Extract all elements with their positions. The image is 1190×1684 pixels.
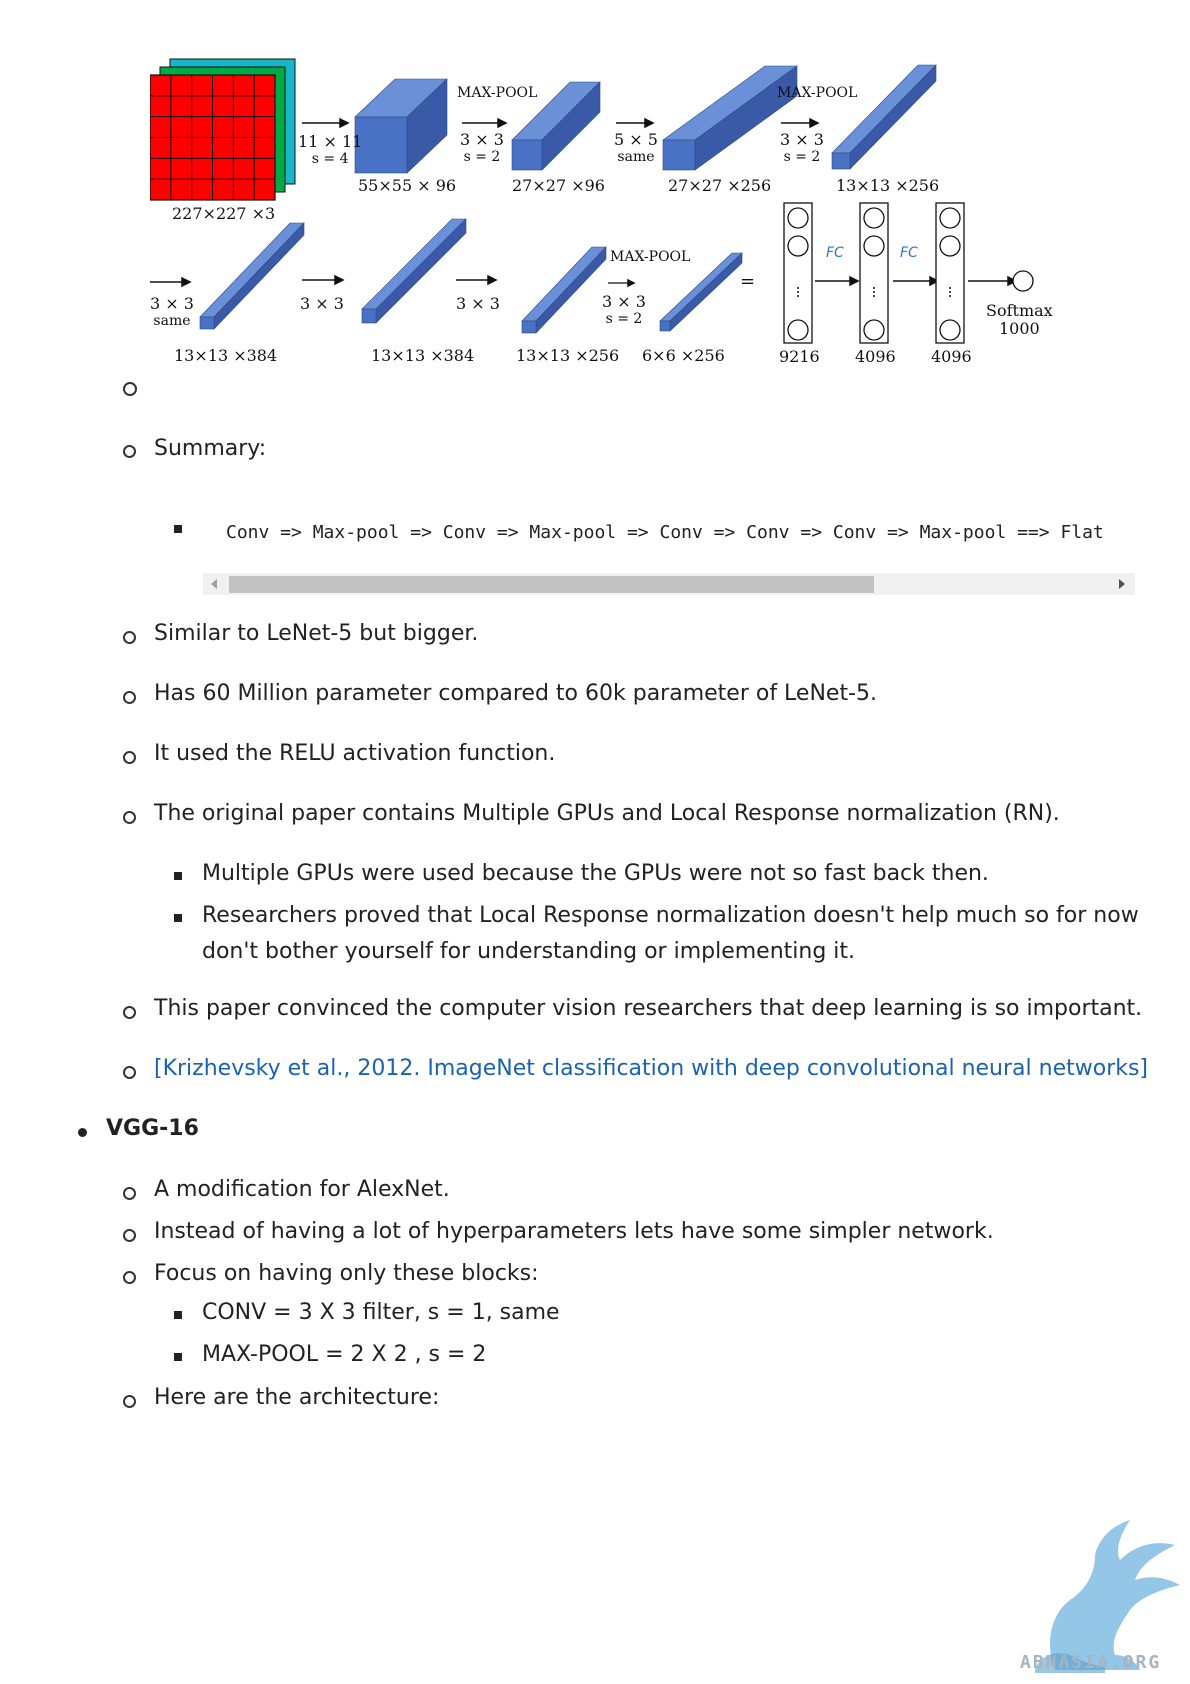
conv2-kernel: 5 × 5	[614, 130, 658, 149]
sub-bullet	[174, 1311, 182, 1319]
list-bullet	[123, 1066, 136, 1079]
vgg-block-maxpool: MAX-POOL = 2 X 2 , s = 2	[202, 1342, 487, 1367]
arrows	[150, 117, 1018, 288]
volume-block-4	[831, 64, 937, 170]
softmax-output: Softmax 1000	[986, 301, 1053, 339]
vgg-block-conv: CONV = 3 X 3 filter, s = 1, same	[202, 1300, 560, 1325]
list-bullet	[123, 1271, 136, 1284]
list-bullet	[123, 1006, 136, 1019]
summary-bullet	[123, 445, 136, 458]
fc-dots	[797, 287, 951, 297]
point-parameters: Has 60 Million parameter compared to 60k…	[154, 681, 878, 706]
conv5-kernel: 3 × 3	[456, 294, 500, 313]
pool2-params: 3 × 3 s = 2	[780, 130, 824, 166]
conv3-padding: same	[153, 313, 191, 330]
conv2-params: 5 × 5 same	[614, 130, 658, 166]
figure-list-bullet	[123, 382, 137, 396]
volume-label-5: 13×13 ×384	[174, 346, 278, 365]
point-similar-lenet: Similar to LeNet-5 but bigger.	[154, 621, 479, 646]
volume-label-3: 27×27 ×256	[668, 176, 772, 195]
sub-bullet	[174, 914, 182, 922]
abnasia-logo	[1035, 1520, 1180, 1673]
volume-block-2	[511, 81, 601, 171]
list-bullet	[123, 631, 136, 644]
pool3-label: MAX-POOL	[610, 249, 691, 265]
volume-label-2: 27×27 ×96	[512, 176, 605, 195]
pool2-stride: s = 2	[783, 149, 821, 166]
fc-label-4096-b: 4096	[931, 347, 972, 366]
equals-sign: =	[740, 271, 756, 292]
subpoint-gpus: Multiple GPUs were used because the GPUs…	[202, 861, 989, 886]
volume-block-3	[662, 65, 798, 171]
volume-block-5	[199, 222, 305, 330]
sub-bullet	[174, 1353, 182, 1361]
input-volume	[150, 58, 296, 201]
conv1-stride: s = 4	[311, 151, 349, 168]
point-convinced: This paper convinced the computer vision…	[154, 996, 1143, 1021]
watermark-text: ABNASIA.ORG	[1020, 1652, 1162, 1673]
scroll-right-arrow-icon[interactable]	[1119, 579, 1125, 589]
volume-blocks	[199, 64, 937, 334]
list-bullet	[123, 691, 136, 704]
volume-block-1	[354, 78, 448, 174]
volume-label-7: 13×13 ×256	[516, 346, 620, 365]
fc-handwritten-2: FC	[900, 245, 918, 261]
fc-label-9216: 9216	[779, 347, 820, 366]
list-bullet	[123, 1395, 136, 1408]
conv1-params: 11 × 11 s = 4	[298, 132, 363, 168]
code-block: Conv => Max-pool => Conv => Max-pool => …	[203, 514, 1135, 582]
alexnet-architecture-figure: 11 × 11 s = 4 MAX-POOL 3 × 3 s = 2 5 × 5…	[150, 55, 1150, 415]
point-relu: It used the RELU activation function.	[154, 741, 556, 766]
pool3-params: 3 × 3 s = 2	[602, 292, 646, 328]
pool1-stride: s = 2	[463, 149, 501, 166]
pool1-label: MAX-POOL	[457, 85, 538, 101]
softmax-label: Softmax	[986, 301, 1053, 320]
vgg-point-blocks: Focus on having only these blocks:	[154, 1261, 539, 1286]
summary-label: Summary:	[154, 436, 267, 461]
vgg-point-architecture: Here are the architecture:	[154, 1385, 440, 1410]
pool1-kernel: 3 × 3	[460, 130, 504, 149]
volume-block-7	[521, 246, 607, 334]
volume-label-6: 13×13 ×384	[371, 346, 475, 365]
conv2-padding: same	[617, 149, 655, 166]
code-line: Conv => Max-pool => Conv => Max-pool => …	[226, 522, 1104, 543]
list-bullet	[123, 1187, 136, 1200]
vgg-point-simpler: Instead of having a lot of hyperparamete…	[154, 1219, 994, 1244]
pool3-stride: s = 2	[605, 311, 643, 328]
volume-label-4: 13×13 ×256	[836, 176, 940, 195]
list-bullet	[123, 811, 136, 824]
scroll-thumb[interactable]	[229, 576, 874, 593]
conv4-kernel: 3 × 3	[300, 294, 344, 313]
vgg16-heading: VGG-16	[106, 1116, 199, 1141]
conv1-kernel: 11 × 11	[298, 132, 363, 151]
fc-label-4096-a: 4096	[855, 347, 896, 366]
code-horizontal-scrollbar[interactable]	[203, 573, 1135, 595]
subpoint-lrn-1: Researchers proved that Local Response n…	[202, 903, 1139, 928]
list-bullet	[123, 1229, 136, 1242]
input-size-label: 227×227 ×3	[172, 204, 276, 223]
conv3-kernel: 3 × 3	[150, 294, 194, 313]
alexnet-diagram	[150, 58, 1034, 344]
top-level-bullet	[78, 1128, 87, 1137]
sub-bullet	[174, 872, 182, 880]
volume-label-8: 6×6 ×256	[642, 346, 725, 365]
pool3-kernel: 3 × 3	[602, 292, 646, 311]
fc-columns	[783, 202, 1034, 344]
vgg-point-modification: A modification for AlexNet.	[154, 1177, 450, 1202]
conv3-params: 3 × 3 same	[150, 294, 194, 330]
scroll-left-arrow-icon[interactable]	[211, 579, 217, 589]
reference-link[interactable]: [Krizhevsky et al., 2012. ImageNet class…	[154, 1056, 1149, 1081]
softmax-classes: 1000	[998, 319, 1040, 339]
subpoint-lrn-2: don't bother yourself for understanding …	[202, 939, 856, 964]
point-original-paper: The original paper contains Multiple GPU…	[154, 801, 1060, 826]
pool2-kernel: 3 × 3	[780, 130, 824, 149]
list-bullet	[123, 751, 136, 764]
volume-block-6	[361, 218, 467, 324]
volume-block-8	[659, 252, 743, 332]
code-bullet	[174, 525, 182, 533]
volume-label-1: 55×55 × 96	[358, 176, 457, 195]
pool1-params: 3 × 3 s = 2	[460, 130, 504, 166]
fc-handwritten-1: FC	[826, 245, 844, 261]
pool2-label: MAX-POOL	[777, 85, 858, 101]
